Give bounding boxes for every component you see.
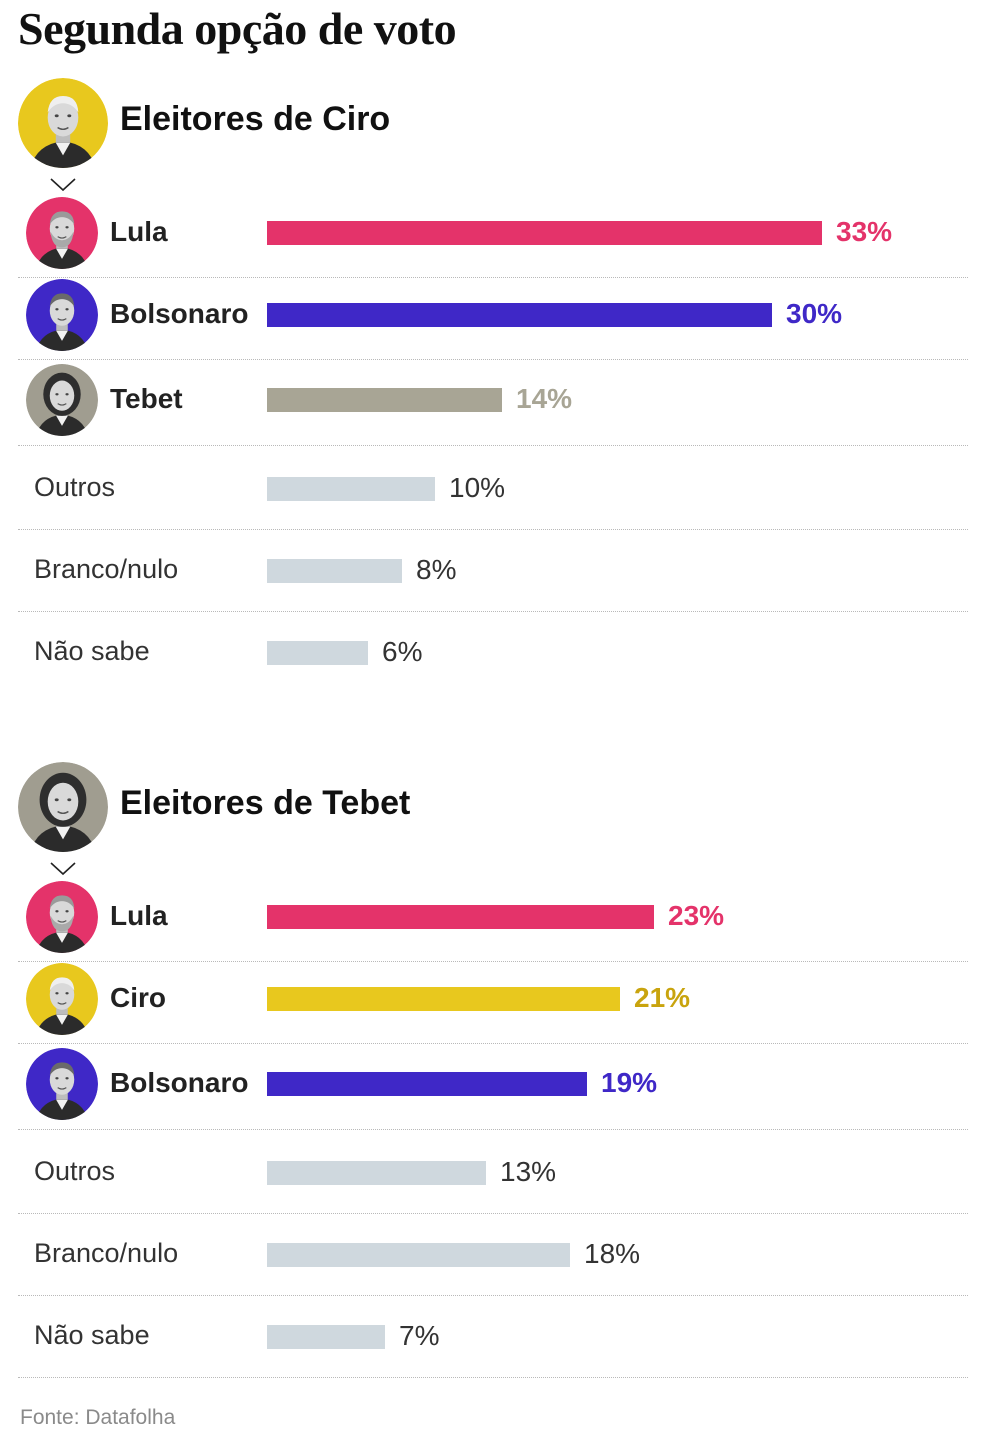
row-divider bbox=[18, 1129, 968, 1130]
bar-row: Bolsonaro 30% bbox=[18, 278, 968, 360]
bar-row: Ciro 21% bbox=[18, 962, 968, 1044]
value-label: 18% bbox=[584, 1238, 641, 1269]
bar-row: Branco/nulo 18% bbox=[18, 1214, 968, 1296]
value-label: 10% bbox=[449, 472, 506, 503]
category-label: Não sabe bbox=[34, 636, 150, 666]
ciro-avatar-icon bbox=[26, 963, 98, 1035]
bar-row: Não sabe 7% bbox=[18, 1296, 968, 1378]
category-label: Outros bbox=[34, 1156, 116, 1186]
bar bbox=[267, 1243, 570, 1267]
category-label: Branco/nulo bbox=[34, 554, 179, 584]
category-label: Ciro bbox=[110, 982, 166, 1013]
bar bbox=[267, 905, 654, 929]
bar bbox=[267, 221, 822, 245]
category-label: Bolsonaro bbox=[110, 298, 249, 329]
category-label: Outros bbox=[34, 472, 116, 502]
bar bbox=[267, 559, 402, 583]
category-label: Lula bbox=[110, 900, 168, 931]
row-divider bbox=[18, 1213, 968, 1214]
category-label: Não sabe bbox=[34, 1320, 150, 1350]
source-note: Fonte: Datafolha bbox=[20, 1406, 176, 1429]
bar bbox=[267, 1072, 587, 1096]
value-label: 7% bbox=[399, 1320, 440, 1351]
chevron-down-icon bbox=[50, 862, 76, 876]
section-heading: Eleitores de Ciro bbox=[120, 100, 391, 138]
value-label: 21% bbox=[634, 982, 691, 1013]
value-label: 23% bbox=[668, 900, 725, 931]
category-label: Tebet bbox=[110, 383, 183, 414]
chart-title: Segunda opção de voto bbox=[18, 3, 457, 54]
bar bbox=[267, 1325, 385, 1349]
section-heading: Eleitores de Tebet bbox=[120, 784, 411, 822]
category-label: Branco/nulo bbox=[34, 1238, 179, 1268]
value-label: 19% bbox=[601, 1067, 658, 1098]
bolsonaro-avatar-icon bbox=[26, 279, 98, 351]
row-divider bbox=[18, 611, 968, 612]
bar-row: Outros 13% bbox=[18, 1132, 968, 1214]
value-label: 8% bbox=[416, 554, 457, 585]
value-label: 33% bbox=[836, 216, 893, 247]
bar-row: Lula 23% bbox=[18, 880, 968, 962]
bar-row: Bolsonaro 19% bbox=[18, 1046, 968, 1130]
row-divider bbox=[18, 359, 968, 360]
value-label: 14% bbox=[516, 383, 573, 414]
bar-row: Tebet 14% bbox=[18, 362, 968, 446]
lula-avatar-icon bbox=[26, 881, 98, 953]
value-label: 6% bbox=[382, 636, 423, 667]
row-divider bbox=[18, 1043, 968, 1044]
tebet-avatar-icon bbox=[26, 364, 98, 436]
row-divider bbox=[18, 1295, 968, 1296]
row-divider bbox=[18, 445, 968, 446]
bar-row: Branco/nulo 8% bbox=[18, 530, 968, 612]
tebet-portrait-icon bbox=[18, 762, 108, 852]
ciro-portrait-icon bbox=[18, 78, 108, 168]
bolsonaro-avatar-icon bbox=[26, 1048, 98, 1120]
bar-row: Lula 33% bbox=[18, 196, 968, 278]
bar bbox=[267, 1161, 486, 1185]
row-divider bbox=[18, 277, 968, 278]
row-divider bbox=[18, 529, 968, 530]
bar bbox=[267, 388, 502, 412]
bar-row: Não sabe 6% bbox=[18, 612, 968, 694]
bar bbox=[267, 477, 435, 501]
value-label: 13% bbox=[500, 1156, 557, 1187]
bar bbox=[267, 987, 620, 1011]
row-divider bbox=[18, 961, 968, 962]
value-label: 30% bbox=[786, 298, 843, 329]
lula-avatar-icon bbox=[26, 197, 98, 269]
bar bbox=[267, 641, 368, 665]
category-label: Lula bbox=[110, 216, 168, 247]
row-divider bbox=[18, 1377, 968, 1378]
bar bbox=[267, 303, 772, 327]
category-label: Bolsonaro bbox=[110, 1067, 249, 1098]
bar-row: Outros 10% bbox=[18, 448, 968, 530]
chevron-down-icon bbox=[50, 178, 76, 192]
